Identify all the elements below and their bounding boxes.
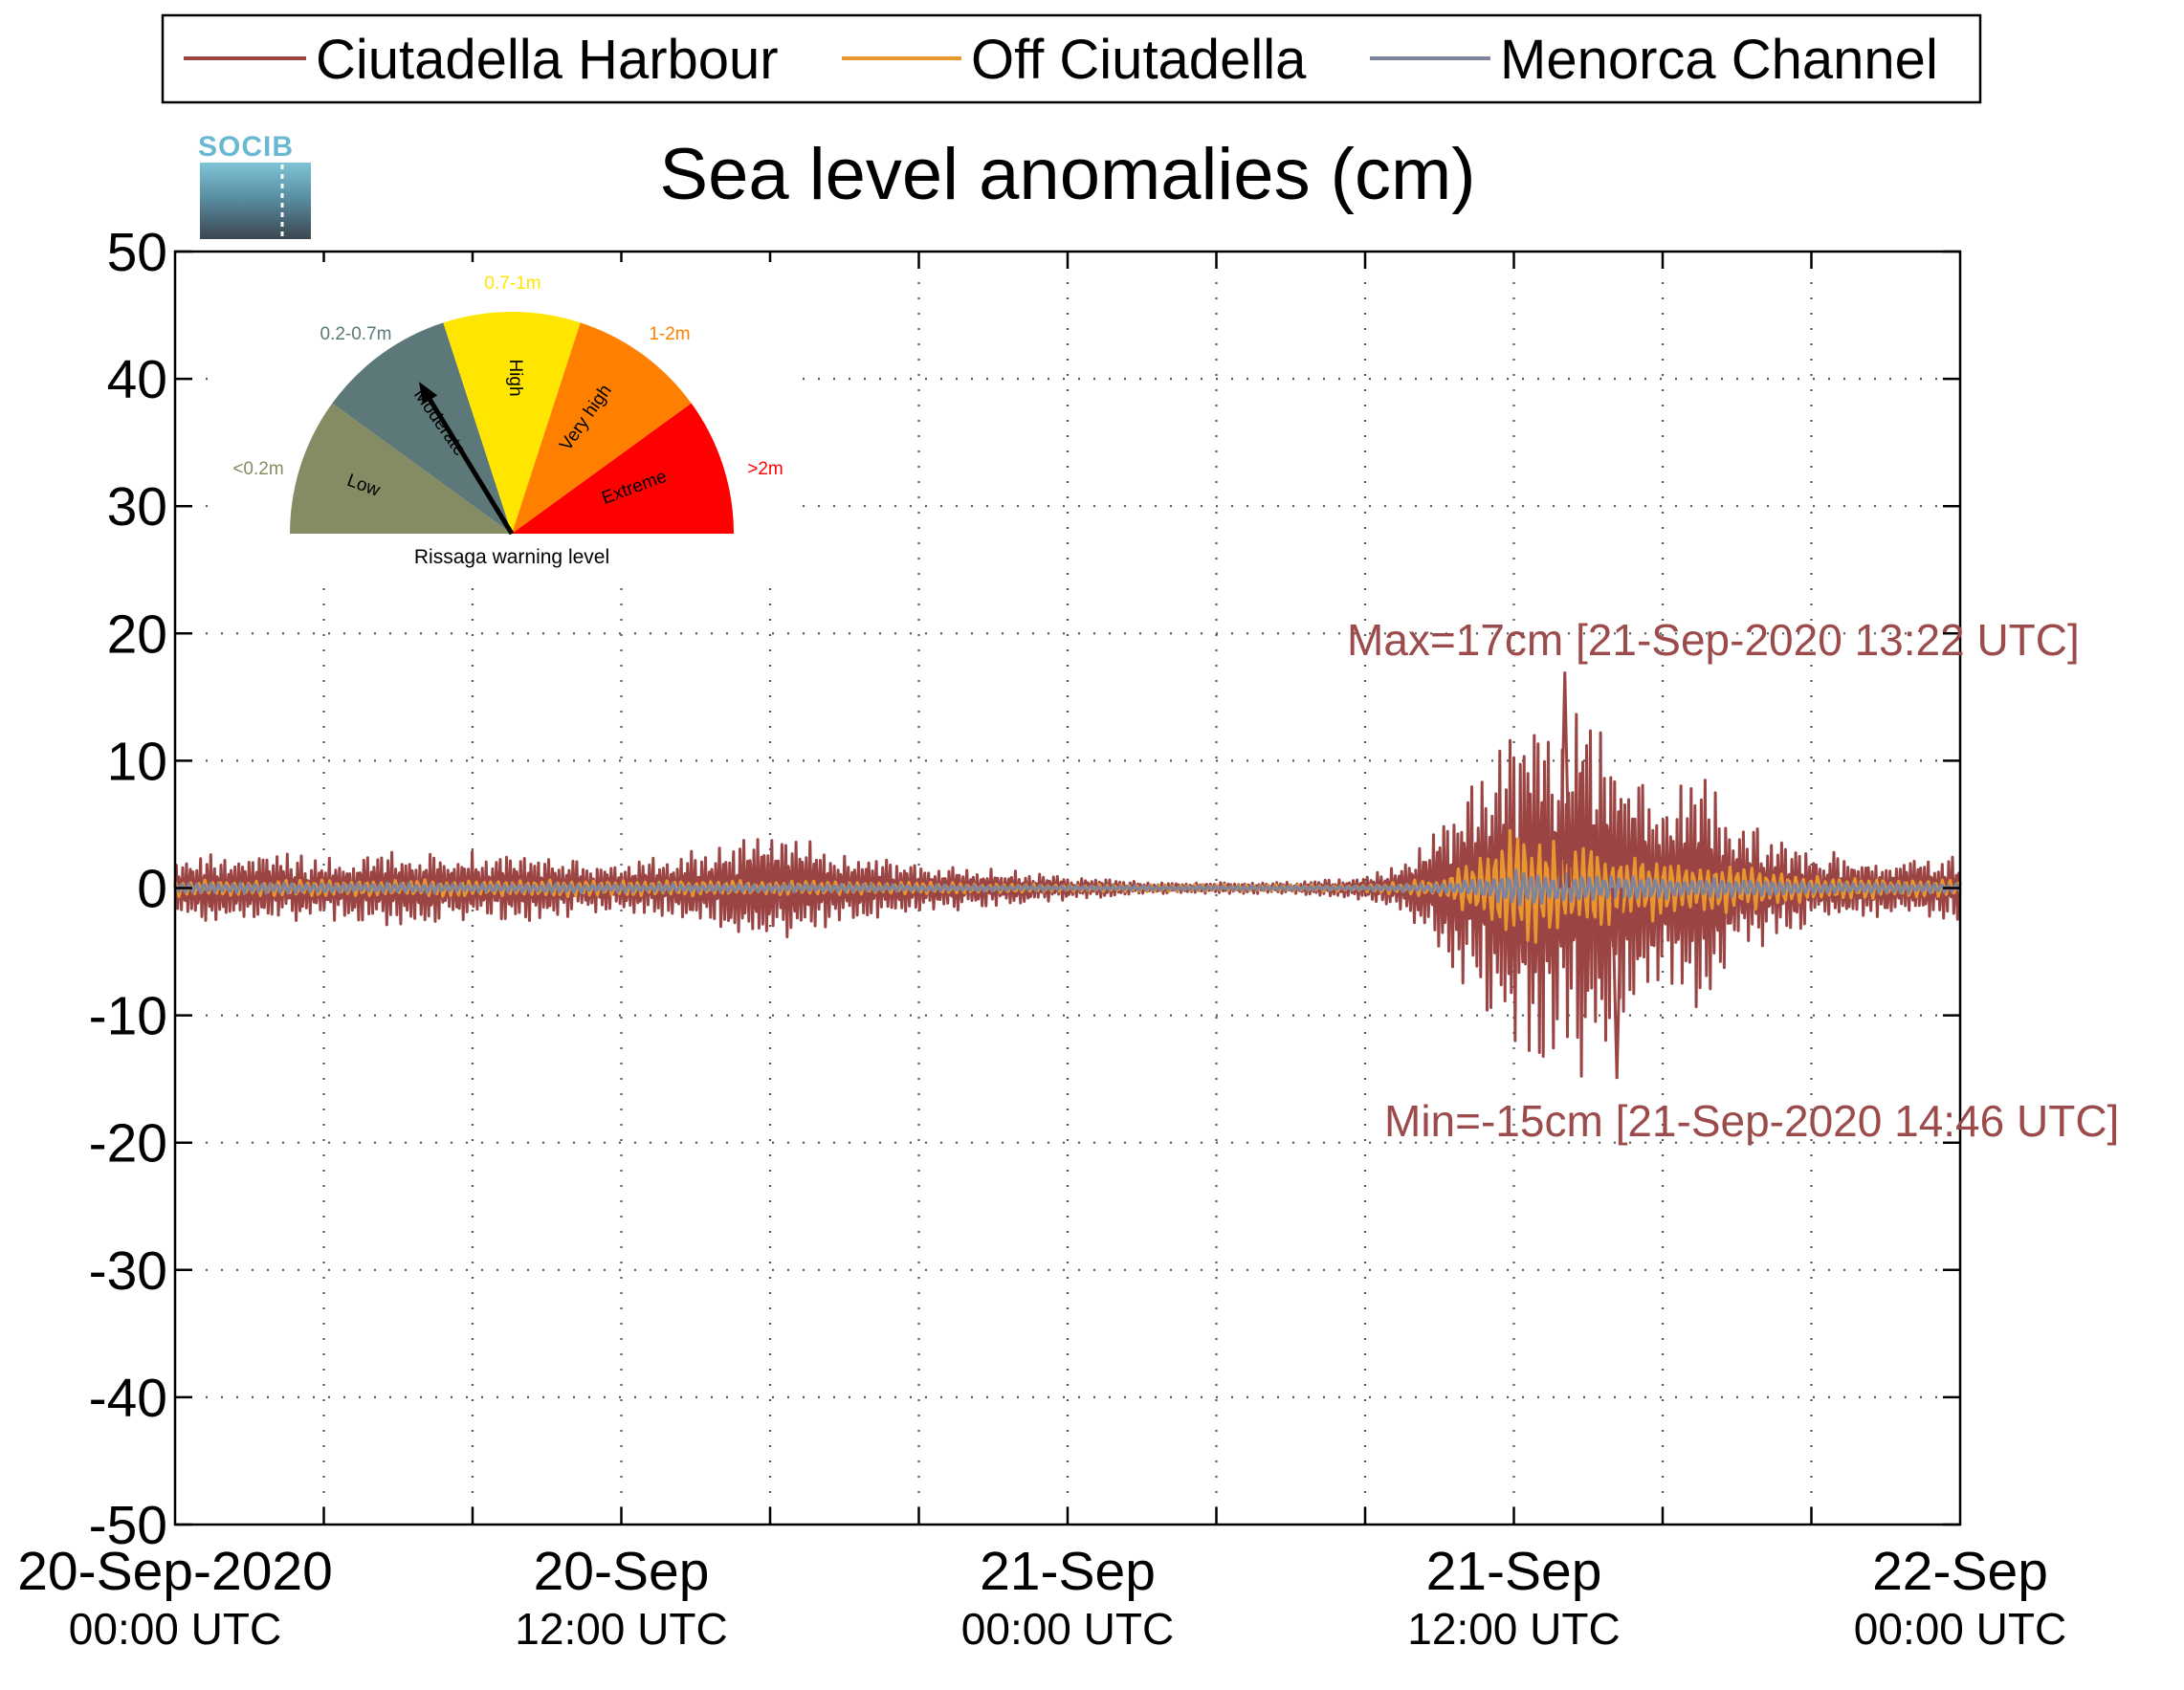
x-tick-date-label: 20-Sep-2020 [17,1541,333,1602]
x-tick-date-label: 21-Sep [980,1541,1156,1602]
y-tick-label: 20 [107,604,167,665]
gauge-sector-very-high [512,322,692,534]
x-tick-time-label: 12:00 UTC [515,1604,727,1654]
legend-box [161,13,1982,104]
socib-logo: SOCIB [198,131,311,239]
gauge-range-label: 1-2m [649,324,690,344]
ticks: 50403020100-10-20-30-40-5020-Sep-202000:… [17,222,2066,1654]
y-tick-label: 10 [107,731,167,792]
gauge-caption: Rissaga warning level [414,546,609,568]
x-tick-time-label: 00:00 UTC [1854,1604,2066,1654]
y-tick-label: -40 [89,1368,167,1429]
annotations: Max=17cm [21-Sep-2020 13:22 UTC] Min=-15c… [1347,615,2119,1146]
y-tick-label: 50 [107,222,167,283]
x-tick-time-label: 00:00 UTC [961,1604,1174,1654]
x-tick-date-label: 20-Sep [534,1541,710,1602]
plot-area: 50403020100-10-20-30-40-5020-Sep-202000:… [17,222,2119,1654]
gauge-range-label: 0.2-0.7m [320,324,392,344]
chart-title: Sea level anomalies (cm) [659,134,1475,215]
gauge-needle [421,386,515,536]
x-tick-date-label: 22-Sep [1872,1541,2048,1602]
x-tick-time-label: 12:00 UTC [1407,1604,1620,1654]
series-line-menorca-channel [173,868,1962,907]
max-annotation: Max=17cm [21-Sep-2020 13:22 UTC] [1347,615,2080,665]
y-tick-label: 30 [107,476,167,538]
logo-text: SOCIB [198,131,294,163]
gauge-sector-moderate [332,322,512,534]
gauge-sector-high [443,312,581,534]
y-tick-label: -30 [89,1240,167,1302]
y-tick-label: 40 [107,349,167,410]
y-tick-label: -50 [89,1495,167,1556]
max-peak-mark [1558,671,1571,889]
legend-label-ciutadella-harbour: Ciutadella Harbour [316,29,779,91]
gauge-needle-arrowhead [419,382,438,405]
gauge-sector-extreme [512,403,734,534]
legend-label-menorca-channel: Menorca Channel [1500,29,1938,91]
legend-label-off-ciutadella: Off Ciutadella [971,29,1307,91]
y-tick-label: 0 [137,859,167,920]
legend: Ciutadella Harbour Off Ciutadella Menorc… [161,13,1982,104]
gauge-level-name: High [505,359,525,396]
series-line-ciutadella-harbour [173,713,1962,1078]
y-tick-label: -10 [89,986,167,1047]
gauge-range-label: <0.2m [232,459,283,479]
min-peak-mark [1611,888,1623,1080]
gauge-range-label: 0.7-1m [484,274,540,294]
min-annotation: Min=-15cm [21-Sep-2020 14:46 UTC] [1384,1096,2119,1146]
series-layer [173,671,1962,1080]
gauge-sector-low [290,403,512,534]
y-tick-label: -20 [89,1113,167,1174]
x-tick-time-label: 00:00 UTC [69,1604,281,1654]
logo-wave-block [200,163,311,239]
gauge-range-label: >2m [747,459,783,479]
x-tick-date-label: 21-Sep [1426,1541,1602,1602]
